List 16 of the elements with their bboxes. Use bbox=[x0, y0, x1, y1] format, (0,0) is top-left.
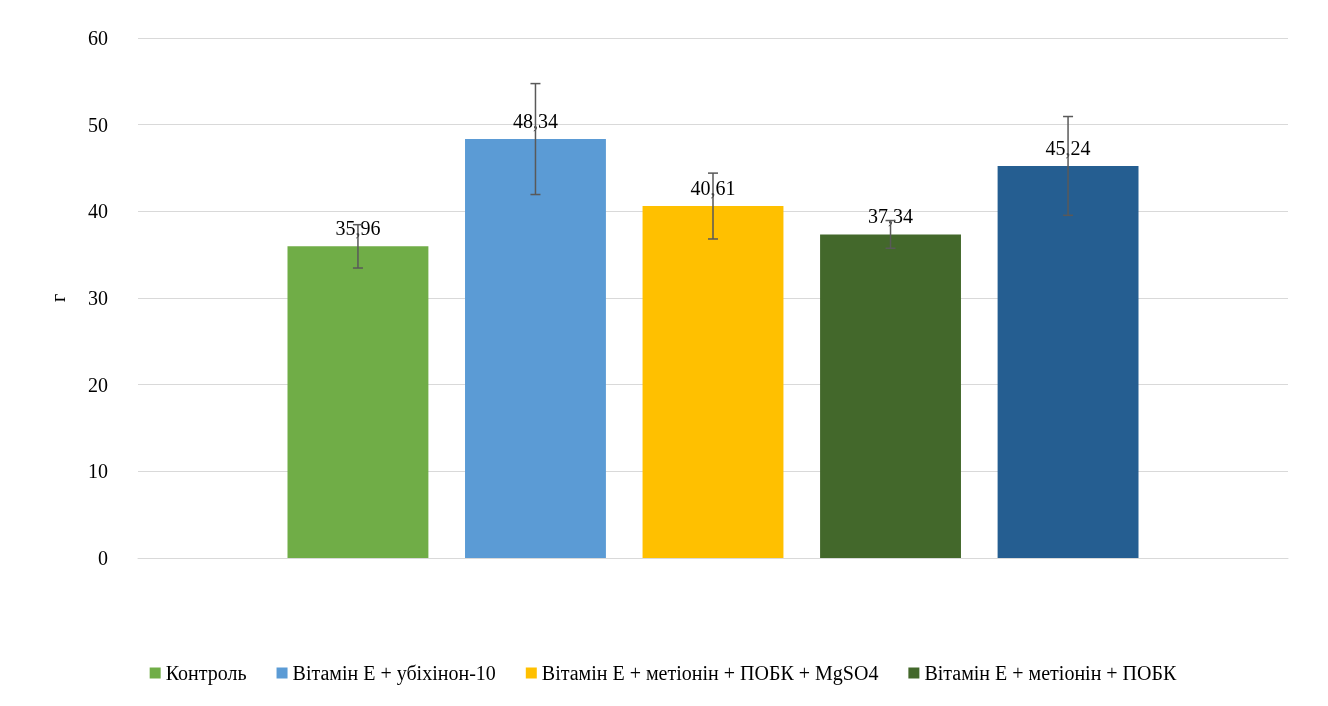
y-tick-label: 0 bbox=[98, 547, 108, 569]
data-label: 40,61 bbox=[690, 177, 736, 200]
y-tick-label: 30 bbox=[88, 287, 108, 309]
y-tick-label: 60 bbox=[88, 27, 108, 49]
data-label: 37,34 bbox=[868, 205, 914, 228]
y-tick-label: 20 bbox=[88, 373, 108, 396]
y-tick-label: 50 bbox=[88, 113, 108, 136]
y-axis-title: г bbox=[47, 293, 69, 303]
y-tick-label: 10 bbox=[88, 460, 108, 483]
legend-label: Вітамін Е + метіонін + ПОБК bbox=[924, 662, 1177, 684]
y-tick-label: 40 bbox=[88, 200, 108, 223]
data-label: 45,24 bbox=[1045, 136, 1091, 159]
legend-label: Контроль bbox=[165, 662, 247, 685]
legend-label: Вітамін Е + метіонін + ПОБК + MgSO4 bbox=[541, 662, 879, 685]
legend-label: Вітамін Е + убіхінон-10 bbox=[292, 662, 496, 685]
data-label: 35,96 bbox=[335, 217, 381, 240]
